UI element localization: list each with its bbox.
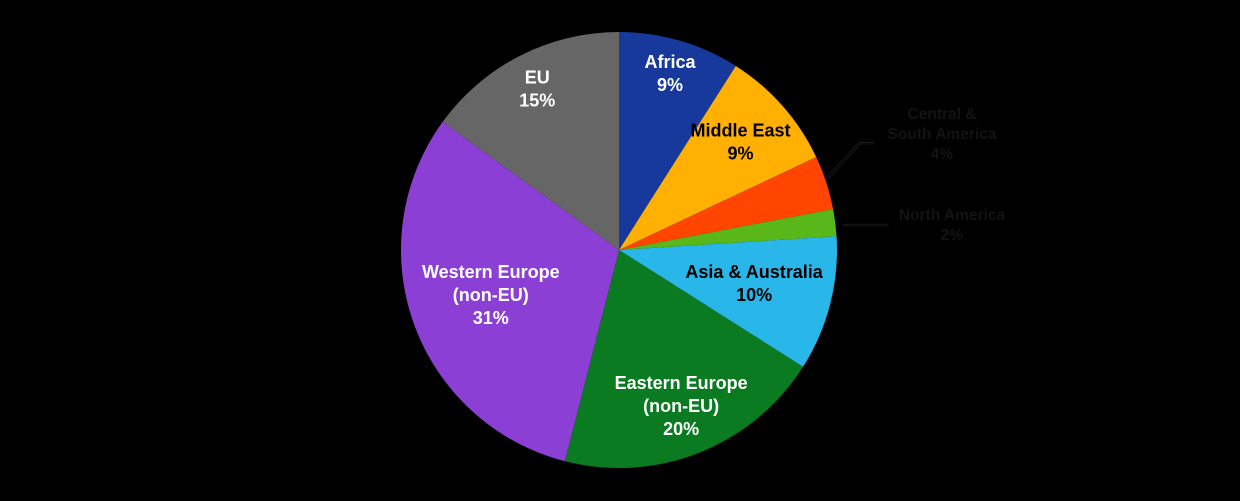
svg-text:Eastern Europe: Eastern Europe (615, 373, 748, 393)
svg-text:Central &: Central & (908, 106, 977, 123)
svg-text:9%: 9% (727, 143, 753, 163)
svg-text:31%: 31% (473, 308, 509, 328)
svg-text:Africa: Africa (644, 52, 696, 72)
svg-text:North America: North America (899, 207, 1006, 224)
svg-text:4%: 4% (931, 146, 954, 163)
svg-text:South America: South America (888, 126, 997, 143)
svg-text:15%: 15% (519, 90, 555, 110)
svg-text:10%: 10% (736, 285, 772, 305)
svg-text:(non-EU): (non-EU) (643, 396, 719, 416)
svg-text:EU: EU (525, 67, 550, 87)
svg-text:Asia & Australia: Asia & Australia (685, 262, 823, 282)
svg-text:9%: 9% (657, 75, 683, 95)
svg-text:Middle East: Middle East (690, 120, 790, 140)
svg-text:2%: 2% (941, 227, 964, 244)
svg-text:20%: 20% (663, 419, 699, 439)
svg-text:Western Europe: Western Europe (422, 262, 560, 282)
svg-text:(non-EU): (non-EU) (453, 285, 529, 305)
